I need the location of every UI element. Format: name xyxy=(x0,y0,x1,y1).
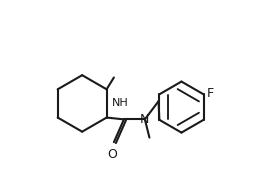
Text: F: F xyxy=(207,87,214,100)
Text: N: N xyxy=(140,113,150,126)
Text: O: O xyxy=(107,148,117,161)
Text: NH: NH xyxy=(112,98,129,108)
